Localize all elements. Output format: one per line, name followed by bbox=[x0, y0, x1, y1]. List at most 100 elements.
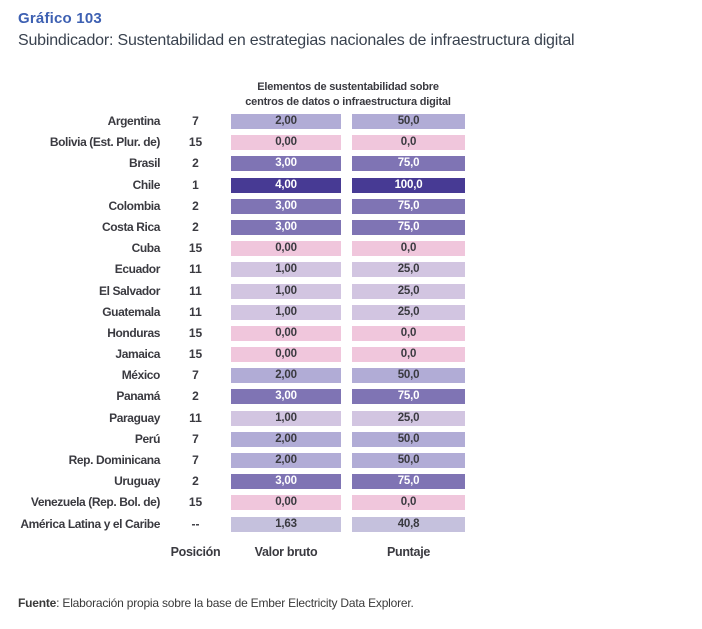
country-label: Panamá bbox=[116, 389, 160, 404]
spacer bbox=[0, 544, 160, 560]
column-gap bbox=[341, 284, 352, 299]
table-row: Perú 7 2,00 50,0 bbox=[0, 431, 465, 447]
position-value: 11 bbox=[189, 304, 202, 319]
column-gap bbox=[341, 241, 352, 256]
position-value: 2 bbox=[192, 474, 199, 489]
valor-bruto-cell: 3,00 bbox=[231, 389, 341, 405]
heatmap-table: Argentina 7 2,00 50,0 Bolivia (Est. Plur… bbox=[0, 114, 465, 566]
column-label-valor-bruto: Valor bruto bbox=[254, 544, 318, 559]
puntaje-cell: 75,0 bbox=[352, 156, 465, 172]
column-gap bbox=[341, 432, 352, 447]
table-row: Ecuador 11 1,00 25,0 bbox=[0, 262, 465, 278]
position-value: 2 bbox=[192, 389, 199, 404]
table-row: América Latina y el Caribe -- 1,63 40,8 bbox=[0, 516, 465, 532]
position-value: 11 bbox=[189, 283, 202, 298]
country-label: Colombia bbox=[108, 198, 161, 213]
column-labels-row: Posición Valor bruto Puntaje bbox=[0, 544, 465, 560]
column-gap bbox=[341, 199, 352, 214]
puntaje-cell: 25,0 bbox=[352, 262, 465, 278]
country-label: Rep. Dominicana bbox=[68, 453, 161, 467]
table-rows: Argentina 7 2,00 50,0 Bolivia (Est. Plur… bbox=[0, 114, 465, 532]
position-value: 7 bbox=[192, 431, 199, 446]
valor-bruto-cell: 3,00 bbox=[231, 198, 341, 214]
table-row: Paraguay 11 1,00 25,0 bbox=[0, 410, 465, 426]
table-row: Honduras 15 0,00 0,0 bbox=[0, 325, 465, 341]
column-gap bbox=[341, 453, 352, 468]
valor-bruto-cell: 3,00 bbox=[231, 474, 341, 490]
group-header-line1: Elementos de sustentabilidad sobre bbox=[257, 81, 439, 93]
column-gap bbox=[341, 347, 352, 362]
puntaje-cell: 50,0 bbox=[352, 368, 465, 384]
table-row: Bolivia (Est. Plur. de) 15 0,00 0,0 bbox=[0, 135, 465, 151]
table-row: Jamaica 15 0,00 0,0 bbox=[0, 347, 465, 363]
country-label: Argentina bbox=[107, 114, 161, 128]
puntaje-cell: 0,0 bbox=[352, 347, 465, 363]
valor-bruto-cell: 2,00 bbox=[231, 453, 341, 468]
position-value: -- bbox=[191, 516, 200, 531]
country-label: Cuba bbox=[131, 241, 161, 256]
column-gap bbox=[341, 178, 352, 193]
column-gap bbox=[341, 114, 352, 129]
country-label: Guatemala bbox=[102, 304, 160, 319]
country-label: Costa Rica bbox=[101, 219, 160, 234]
puntaje-cell: 75,0 bbox=[352, 389, 465, 405]
table-row: Guatemala 11 1,00 25,0 bbox=[0, 304, 465, 320]
valor-bruto-cell: 0,00 bbox=[231, 135, 341, 151]
column-gap bbox=[341, 262, 352, 277]
puntaje-cell: 50,0 bbox=[352, 431, 465, 447]
table-row: Chile 1 4,00 100,0 bbox=[0, 177, 465, 193]
country-label: Brasil bbox=[129, 156, 160, 171]
country-label: América Latina y el Caribe bbox=[20, 516, 160, 531]
column-gap bbox=[341, 305, 352, 320]
position-value: 7 bbox=[192, 368, 199, 383]
position-value: 15 bbox=[188, 495, 203, 510]
source-label: Fuente bbox=[18, 596, 57, 610]
value-columns-group-header: Elementos de sustentabilidad sobre centr… bbox=[231, 80, 465, 109]
country-label: Ecuador bbox=[114, 262, 161, 277]
position-value: 2 bbox=[192, 219, 199, 234]
puntaje-cell: 0,0 bbox=[352, 135, 465, 151]
position-value: 11 bbox=[189, 410, 202, 425]
position-value: 15 bbox=[188, 325, 203, 340]
puntaje-cell: 50,0 bbox=[352, 453, 465, 468]
column-gap bbox=[341, 544, 352, 560]
position-value: 2 bbox=[192, 156, 199, 171]
puntaje-cell: 25,0 bbox=[352, 304, 465, 320]
country-label: Chile bbox=[132, 177, 161, 192]
puntaje-cell: 100,0 bbox=[352, 177, 465, 193]
position-value: 7 bbox=[192, 114, 199, 128]
table-row: Uruguay 2 3,00 75,0 bbox=[0, 474, 465, 490]
table-row: Costa Rica 2 3,00 75,0 bbox=[0, 219, 465, 235]
position-value: 15 bbox=[188, 135, 203, 150]
position-value: 11 bbox=[189, 262, 202, 277]
column-gap bbox=[341, 326, 352, 341]
valor-bruto-cell: 1,00 bbox=[231, 283, 341, 299]
chart-subtitle: Subindicador: Sustentabilidad en estrate… bbox=[18, 32, 575, 49]
column-gap bbox=[341, 517, 352, 532]
position-value: 15 bbox=[188, 241, 203, 256]
table-row: El Salvador 11 1,00 25,0 bbox=[0, 283, 465, 299]
table-row: Cuba 15 0,00 0,0 bbox=[0, 241, 465, 257]
column-gap bbox=[341, 135, 352, 150]
valor-bruto-cell: 0,00 bbox=[231, 241, 341, 257]
valor-bruto-cell: 2,00 bbox=[231, 431, 341, 447]
column-label-posicion: Posición bbox=[170, 544, 221, 559]
table-row: Panamá 2 3,00 75,0 bbox=[0, 389, 465, 405]
column-gap bbox=[341, 368, 352, 383]
column-gap bbox=[341, 156, 352, 171]
valor-bruto-cell: 3,00 bbox=[231, 219, 341, 235]
country-label: Bolivia (Est. Plur. de) bbox=[49, 135, 161, 150]
column-gap bbox=[341, 495, 352, 510]
page-title: Gráfico 103 bbox=[18, 10, 102, 27]
valor-bruto-cell: 3,00 bbox=[231, 156, 341, 172]
puntaje-cell: 40,8 bbox=[352, 516, 465, 532]
puntaje-cell: 75,0 bbox=[352, 219, 465, 235]
puntaje-cell: 75,0 bbox=[352, 198, 465, 214]
column-gap bbox=[341, 389, 352, 404]
puntaje-cell: 25,0 bbox=[352, 410, 465, 426]
puntaje-cell: 0,0 bbox=[352, 241, 465, 257]
column-gap bbox=[341, 220, 352, 235]
valor-bruto-cell: 4,00 bbox=[231, 177, 341, 193]
position-value: 1 bbox=[192, 177, 199, 192]
